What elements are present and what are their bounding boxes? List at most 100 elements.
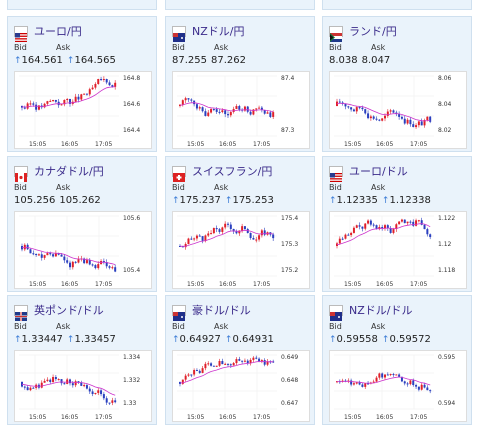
ask-up-arrow-icon: ↑ [66, 56, 75, 66]
candle-body [392, 229, 395, 233]
candle-body [260, 230, 263, 236]
rate-card-zarjpy[interactable]: ランド/円 Bid Ask 8.038 8.047 8.06 8.04 8.02 15:05 16… [322, 16, 472, 152]
candle-body [80, 94, 83, 100]
candle-body [52, 254, 55, 257]
candle-body [181, 379, 184, 384]
price-values: 87.255 87.262 [172, 55, 250, 66]
y-tick-label: 87.3 [281, 127, 295, 134]
candlestick-chart[interactable]: 87.4 87.3 15:05 16:05 17:05 [172, 71, 310, 149]
rate-card-usdjpy[interactable]: ユーロ/円 Bid Ask ↑164.561 ↑164.565 164.8 164.6 164… [7, 16, 157, 152]
candle-body [386, 111, 389, 116]
candle-body [227, 114, 229, 116]
card-title[interactable]: ユーロ/円 [14, 23, 82, 42]
candlestick-chart[interactable]: 1.334 1.332 1.33 15:05 16:05 17:05 [14, 350, 152, 422]
x-tick-label: 15:05 [344, 141, 361, 148]
candle-body [364, 109, 367, 114]
rate-card-nzdusd[interactable]: NZドル/ドル Bid Ask ↑0.59558 ↑0.59572 0.595 0.594 1… [322, 295, 472, 425]
candle-body [241, 226, 244, 231]
price-values: ↑1.33447 ↑1.33457 [14, 334, 120, 345]
pair-name[interactable]: カナダドル/円 [34, 165, 104, 178]
bid-label: Bid [172, 183, 185, 192]
card-title[interactable]: カナダドル/円 [14, 163, 104, 182]
rate-card-chfjpy[interactable]: スイスフラン/円 Bid Ask ↑175.237 ↑175.253 175.4 175.3… [165, 156, 315, 292]
moving-average-line [179, 360, 274, 384]
candle-body [215, 365, 218, 367]
pair-name[interactable]: 豪ドル/ドル [192, 304, 251, 317]
candle-body [221, 361, 224, 365]
candle-body [114, 267, 117, 272]
rate-card-cadjpy[interactable]: カナダドル/円 Bid Ask 105.256 105.262 105.6 105.4 15:… [7, 156, 157, 292]
candle-body [204, 363, 207, 369]
bid-label: Bid [172, 43, 185, 52]
pair-name[interactable]: スイスフラン/円 [192, 165, 273, 178]
candle-body [378, 119, 381, 121]
pair-name[interactable]: NZドル/ドル [349, 304, 413, 317]
candle-body [243, 360, 246, 362]
candlestick-chart[interactable]: 105.6 105.4 15:05 16:05 17:05 [14, 211, 152, 289]
card-title[interactable]: NZドル/ドル [329, 302, 413, 321]
candlestick-chart[interactable]: 1.122 1.12 1.118 15:05 16:05 17:05 [329, 211, 467, 289]
price-labels: Bid Ask [329, 322, 413, 331]
card-title[interactable]: 豪ドル/ドル [172, 302, 251, 321]
candle-body [88, 388, 91, 392]
bid-value: 164.561 [21, 55, 63, 66]
candle-body [54, 99, 57, 102]
rate-card-eurusd[interactable]: ユーロ/ドル Bid Ask ↑1.12335 ↑1.12338 1.122 1.12 1.1… [322, 156, 472, 292]
y-tick-label: 1.118 [438, 267, 455, 274]
candle-body [229, 364, 232, 366]
candle-body [400, 376, 403, 382]
candlestick-chart[interactable]: 8.06 8.04 8.02 15:05 16:05 17:05 [329, 71, 467, 149]
candle-body [102, 394, 105, 399]
candle-body [344, 103, 347, 107]
candle-body [221, 110, 224, 112]
candle-body [63, 99, 66, 105]
candle-body [187, 98, 190, 100]
x-tick-label: 17:05 [410, 414, 427, 421]
candle-body [201, 236, 204, 241]
pair-name[interactable]: 英ポンド/ドル [34, 304, 104, 317]
flag-icon [172, 25, 186, 42]
candle-body [108, 82, 111, 86]
candle-body [187, 238, 190, 244]
candle-body [218, 111, 221, 113]
pair-name[interactable]: ランド/円 [349, 25, 397, 38]
candle-body [207, 363, 210, 365]
candle-body [429, 390, 432, 392]
rate-card-gbpusd[interactable]: 英ポンド/ドル Bid Ask ↑1.33447 ↑1.33457 1.334 1.332 1… [7, 295, 157, 425]
pair-name[interactable]: ユーロ/円 [34, 25, 82, 38]
candle-body [43, 255, 46, 258]
candle-body [352, 383, 355, 385]
candle-body [102, 260, 105, 263]
candle-body [352, 109, 355, 112]
rate-card-nzdjpy[interactable]: NZドル/円 Bid Ask 87.255 87.262 87.4 87.3 15:05 16:… [165, 16, 315, 152]
ask-value: 8.047 [361, 55, 391, 66]
candlestick-chart[interactable]: 164.8 164.6 164.4 15:05 16:05 17:05 [14, 71, 152, 149]
candle-body [429, 234, 432, 238]
pair-name[interactable]: ユーロ/ドル [349, 165, 408, 178]
candle-body [243, 106, 246, 111]
candle-body [417, 386, 420, 390]
card-title[interactable]: 英ポンド/ドル [14, 302, 104, 321]
candlestick-chart[interactable]: 0.595 0.594 15:05 16:05 17:05 [329, 350, 467, 422]
card-title[interactable]: スイスフラン/円 [172, 163, 273, 182]
card-title[interactable]: ユーロ/ドル [329, 163, 408, 182]
candle-body [406, 383, 409, 385]
card-title[interactable]: NZドル/円 [172, 23, 245, 42]
candle-body [224, 223, 227, 228]
bid-value: 105.256 [14, 195, 56, 206]
x-tick-label: 16:05 [61, 414, 78, 421]
card-title[interactable]: ランド/円 [329, 23, 397, 42]
candlestick-chart[interactable]: 0.649 0.648 0.647 15:05 16:05 17:05 [172, 350, 310, 422]
rate-card-audusd[interactable]: 豪ドル/ドル Bid Ask ↑0.64927 ↑0.64931 0.649 0.648 0.… [165, 295, 315, 425]
flag-icon [172, 165, 186, 182]
candlestick-chart[interactable]: 175.4 175.3 175.2 15:05 16:05 17:05 [172, 211, 310, 289]
candle-body [26, 103, 29, 109]
y-tick-label: 175.4 [281, 215, 298, 222]
candle-body [69, 99, 71, 104]
candle-body [212, 109, 215, 111]
candle-body [255, 239, 258, 241]
candle-body [74, 261, 77, 263]
bid-up-arrow-icon: ↑ [14, 335, 22, 345]
price-values: ↑175.237 ↑175.253 [172, 195, 278, 206]
pair-name[interactable]: NZドル/円 [192, 25, 245, 38]
